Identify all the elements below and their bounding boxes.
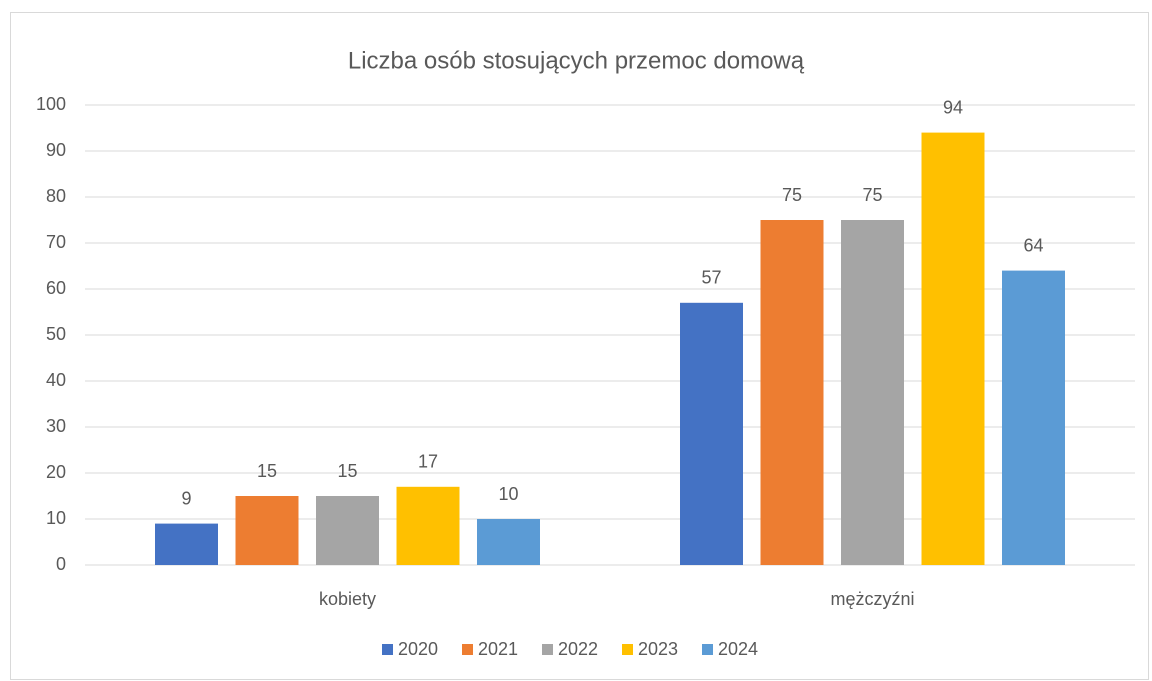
bar [155,523,218,565]
data-label: 17 [418,452,438,472]
legend-label: 2024 [718,639,758,659]
y-tick-label: 10 [46,508,66,528]
bar [921,132,985,565]
chart-title: Liczba osób stosujących przemoc domową [348,47,805,74]
bar [316,496,379,565]
legend-label: 2022 [558,639,598,659]
y-tick-label: 70 [46,232,66,252]
legend-swatch [382,644,393,655]
y-tick-label: 40 [46,370,66,390]
x-tick-label: kobiety [319,589,376,609]
data-label: 15 [257,461,277,481]
y-tick-label: 20 [46,462,66,482]
bar [760,220,824,565]
bar [477,519,540,565]
y-tick-label: 80 [46,186,66,206]
data-label: 75 [782,185,802,205]
y-tick-label: 0 [56,554,66,574]
y-tick-label: 30 [46,416,66,436]
legend-label: 2021 [478,639,518,659]
legend-swatch [462,644,473,655]
bar [235,496,299,565]
data-label: 10 [498,484,518,504]
legend-label: 2023 [638,639,678,659]
x-tick-label: mężczyźni [830,589,914,609]
data-label: 15 [337,461,357,481]
data-label: 57 [701,268,721,288]
data-label: 75 [862,185,882,205]
data-label: 9 [181,488,191,508]
data-label: 64 [1023,235,1043,255]
y-tick-label: 100 [36,94,66,114]
data-label: 94 [943,97,963,117]
legend-swatch [702,644,713,655]
y-tick-label: 90 [46,140,66,160]
bar [841,220,904,565]
legend-swatch [542,644,553,655]
y-tick-label: 60 [46,278,66,298]
y-tick-label: 50 [46,324,66,344]
legend-label: 2020 [398,639,438,659]
bar [680,302,743,565]
bar [396,486,460,565]
bar [1002,270,1065,565]
legend-swatch [622,644,633,655]
